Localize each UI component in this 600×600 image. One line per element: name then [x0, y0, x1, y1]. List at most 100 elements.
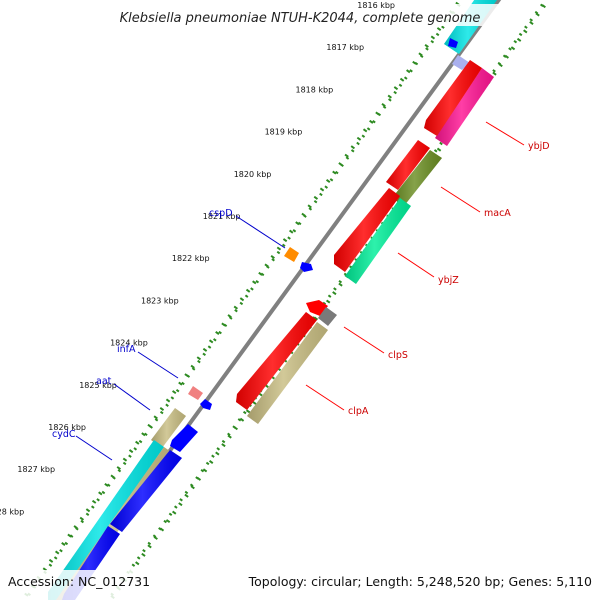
gene-label-ybjZ[interactable]: ybjZ — [438, 275, 459, 286]
infA-gene-arrow[interactable] — [188, 386, 203, 400]
tick-label: 1825 kbp — [79, 381, 117, 390]
macA-gene-arrow[interactable] — [392, 150, 442, 206]
tick-labels: 1816 kbp 1817 kbp 1818 kbp 1819 kbp 1820 kbp… — [0, 1, 395, 516]
tick-mark-left — [412, 60, 417, 65]
tick-mark-left — [295, 221, 300, 226]
cspD-gene-arrow[interactable] — [300, 262, 313, 272]
tick-mark-right — [221, 443, 226, 448]
gene-label-clpS[interactable]: clpS — [388, 350, 408, 361]
gene-label-cspD-group[interactable]: cspD — [209, 208, 286, 249]
gene-label-infA[interactable]: infA — [117, 344, 136, 355]
tick-mark-left — [135, 440, 140, 445]
gene-label-ybjZ-group[interactable]: ybjZ — [397, 252, 459, 286]
ybjD-gene-arrow[interactable] — [435, 68, 494, 146]
gene-label-ybjD-group[interactable]: ybjD — [485, 121, 550, 152]
tick-mark-left — [110, 474, 115, 479]
tick-mark-left — [221, 322, 226, 327]
blue-gene-block-1[interactable] — [170, 424, 198, 452]
ybjZ-gene-arrow[interactable] — [345, 198, 411, 284]
tick-mark-left — [276, 246, 282, 251]
gene-label-infA-group[interactable]: infA — [117, 344, 179, 379]
gene-label-ybjD[interactable]: ybjD — [528, 141, 550, 152]
tick-mark-right — [325, 299, 331, 304]
tick-mark-right — [498, 63, 503, 68]
tick-mark-right — [202, 468, 208, 473]
tick-mark-left — [369, 119, 374, 124]
tick-mark-left — [258, 271, 263, 276]
tick-mark-left — [319, 187, 325, 192]
tick-mark-left — [215, 330, 220, 335]
tick-mark-left — [313, 195, 319, 200]
tick-mark-right — [523, 29, 528, 34]
grey-gene-block[interactable] — [318, 307, 337, 326]
tick-mark-left — [48, 558, 54, 563]
gene-label-macA[interactable]: macA — [484, 208, 511, 219]
tick-mark-right — [313, 316, 319, 321]
tick-mark-left — [116, 466, 121, 471]
red-gene-block-4[interactable] — [236, 312, 317, 410]
guide-line-left — [23, 0, 465, 600]
gene-label-cydC[interactable]: cydC — [52, 429, 76, 440]
red-gene-block-1[interactable] — [424, 60, 482, 136]
gene-label-cydC-group[interactable]: cydC — [52, 429, 113, 461]
tick-mark-left — [178, 381, 183, 386]
red-gene-block-2[interactable] — [386, 140, 430, 190]
tick-mark-right — [504, 54, 509, 59]
tick-label: 1828 kbp — [0, 507, 24, 516]
tick-marks-left — [24, 1, 460, 597]
cydC-gene-arrow[interactable] — [151, 408, 186, 448]
tick-mark-right — [332, 291, 337, 296]
tick-mark-left — [424, 43, 429, 48]
tick-mark-left — [399, 77, 405, 82]
tick-mark-right — [541, 4, 546, 9]
tick-mark-right — [245, 409, 251, 414]
tick-mark-right — [196, 476, 202, 481]
tick-mark-right — [215, 451, 220, 456]
tick-mark-left — [147, 423, 152, 428]
tick-mark-left — [85, 508, 91, 513]
tick-mark-right — [529, 20, 534, 25]
tick-mark-left — [264, 263, 269, 268]
tick-mark-left — [252, 280, 257, 285]
tick-mark-right — [239, 417, 245, 422]
clpA-gene-arrow[interactable] — [247, 322, 328, 424]
tick-mark-right — [227, 434, 232, 439]
tick-mark-left — [104, 482, 109, 487]
page-title: Klebsiella pneumoniae NTUH-K2044, comple… — [120, 11, 481, 26]
tick-mark-right — [141, 552, 146, 557]
tick-mark-left — [338, 162, 343, 167]
tick-mark-right — [208, 459, 214, 464]
gene-label-clpA[interactable]: clpA — [348, 406, 369, 417]
tick-mark-left — [227, 314, 232, 319]
gene-label-aat-group[interactable]: aat — [96, 376, 151, 411]
tick-mark-right — [252, 400, 257, 405]
gene-label-macA-group[interactable]: macA — [440, 186, 511, 219]
tick-mark-left — [91, 499, 97, 504]
cyan-gene-arrow[interactable] — [48, 440, 164, 600]
gene-label-cspD[interactable]: cspD — [209, 208, 233, 219]
gene-label-clpS-group[interactable]: clpS — [343, 326, 408, 361]
tick-mark-left — [141, 432, 146, 437]
genome-summary-text: Topology: circular; Length: 5,248,520 bp… — [248, 574, 592, 589]
accession-text: Accession: NC_012731 — [8, 574, 150, 589]
small-blue-top-arrow[interactable] — [448, 38, 458, 48]
tick-mark-left — [172, 390, 177, 395]
tick-mark-left — [436, 27, 442, 32]
gene-label-clpA-group[interactable]: clpA — [305, 384, 369, 417]
orange-gene-block[interactable] — [284, 247, 299, 262]
tick-mark-left — [362, 128, 368, 133]
gene-label-aat[interactable]: aat — [96, 376, 112, 387]
tick-mark-left — [381, 103, 386, 108]
tick-mark-left — [233, 305, 239, 310]
tick-mark-left — [418, 52, 423, 57]
tick-mark-left — [208, 339, 214, 344]
tick-label: 1816 kbp — [357, 1, 395, 10]
tick-label: 1827 kbp — [17, 465, 55, 474]
tick-mark-left — [375, 111, 380, 116]
tick-mark-right — [147, 544, 152, 549]
red-gene-block-3[interactable] — [334, 188, 400, 272]
tick-mark-left — [393, 86, 399, 91]
aat-gene-arrow[interactable] — [200, 399, 212, 410]
blue-gene-block-2[interactable] — [110, 450, 182, 532]
